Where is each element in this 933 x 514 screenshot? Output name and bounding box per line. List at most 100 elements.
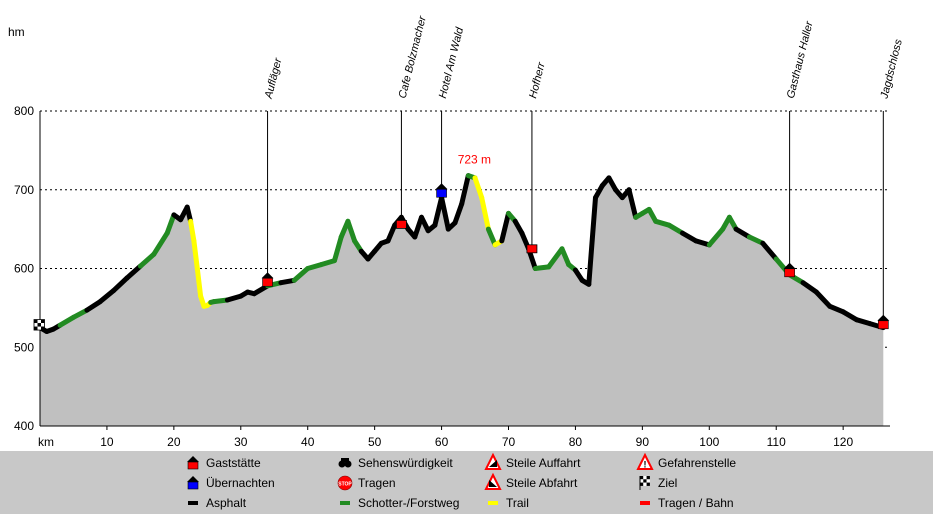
profile-segment (733, 226, 752, 240)
flag-square (34, 326, 38, 331)
axis-layer: 10 20 30 40 50 60 70 80 90 100 110 120 (39, 111, 890, 449)
gaststaette-marker (783, 262, 796, 278)
uebernachten-icon-body (187, 481, 199, 490)
binoculars-lens (344, 460, 352, 468)
carry-rail-line-icon (640, 501, 650, 505)
x-tick-label: 20 (167, 435, 181, 449)
flag-square (643, 476, 647, 480)
gaststaette-marker (877, 314, 890, 330)
profile-segment (291, 266, 311, 283)
legend-label: Trail (506, 496, 529, 510)
legend-label: Sehenswürdigkeit (358, 456, 453, 470)
profile-segment (97, 288, 117, 305)
profile-segment (499, 210, 511, 244)
profile-segment (137, 251, 157, 269)
legend-label: Übernachten (206, 476, 275, 490)
flag-square (37, 319, 41, 324)
flag-square (37, 323, 41, 327)
profile-segment (680, 230, 699, 244)
marker-body (436, 188, 447, 198)
profile-segment (194, 266, 204, 299)
x-tick-label: 50 (368, 435, 382, 449)
flag-square (646, 479, 650, 483)
profile-segment (251, 283, 271, 297)
legend: Gaststätte Sehenswürdigkeit Steile Auffahr… (187, 452, 736, 510)
profile-segment (439, 195, 451, 232)
legend-item: Gaststätte (187, 456, 261, 470)
profile-segment (813, 289, 833, 309)
stop-icon-text: STOP (338, 482, 352, 488)
profile-segment (71, 307, 90, 320)
profile-segment (459, 173, 471, 207)
x-tick-label: 80 (569, 435, 583, 449)
legend-label: Ziel (658, 476, 677, 490)
asphalt-line-icon (188, 501, 198, 505)
gaststaette-icon-body (187, 461, 199, 470)
profile-segment (706, 226, 726, 248)
y-tick-label: 800 (14, 104, 34, 118)
profile-segment (332, 234, 344, 264)
x-tick-label: 60 (435, 435, 449, 449)
x-tick-label: 110 (767, 435, 786, 449)
stop-icon (337, 475, 353, 491)
marker-body (262, 277, 273, 287)
gaststaette-marker (261, 272, 274, 287)
legend-label: Gefahrenstelle (658, 456, 736, 470)
flag-square (640, 479, 644, 483)
danger-icon (636, 452, 654, 470)
gravel-line-icon (340, 501, 350, 505)
profile-segment (586, 195, 598, 287)
legend-label: Tragen / Bahn (658, 496, 734, 510)
legend-label: Tragen (358, 476, 396, 490)
marker-body (784, 268, 795, 278)
flag-square (646, 482, 650, 486)
carry-rail-marker (526, 244, 538, 254)
marker-roof (261, 272, 274, 279)
legend-item: Asphalt (188, 496, 247, 510)
flag-square (37, 326, 41, 331)
y-tick-label: 700 (14, 183, 34, 197)
y-tick-label: 400 (14, 419, 34, 433)
marker-roof (877, 314, 890, 321)
profile-segment (84, 299, 103, 313)
profile-segment (385, 222, 398, 244)
x-tick-label: 30 (234, 435, 248, 449)
profile-segment (666, 222, 685, 236)
legend-item: Trail (488, 496, 529, 510)
flag-square (646, 476, 650, 480)
profile-segment (559, 246, 572, 268)
profile-segment (57, 314, 76, 328)
profile-segment (840, 309, 859, 323)
flag-square (643, 479, 647, 483)
profile-segment (800, 280, 819, 295)
binoculars-icon (338, 460, 346, 468)
flag-square (41, 319, 45, 324)
profile-segment (191, 238, 200, 271)
x-tick-label: 70 (502, 435, 516, 449)
legend-label: Steile Auffahrt (506, 456, 581, 470)
gaststaette-icon (187, 456, 199, 462)
profile-segment (472, 175, 485, 201)
marker-roof (435, 183, 448, 190)
y-tick-label: 500 (14, 340, 34, 354)
steep-down-slope (489, 480, 497, 487)
carry-rail-marker (396, 219, 407, 229)
flag-square (643, 482, 647, 486)
marker-roof (783, 262, 796, 269)
legend-item: Steile Abfahrt (484, 472, 578, 490)
legend-item: ! Gefahrenstelle (636, 452, 736, 470)
x-tick-label: 100 (699, 435, 719, 449)
profile-segment (546, 246, 565, 270)
profile-segment (164, 212, 177, 236)
flag-square (41, 323, 45, 327)
legend-item: Tragen / Bahn (640, 496, 734, 510)
legend-label: Schotter-/Forstweg (358, 496, 459, 510)
steep-up-slope (489, 460, 497, 467)
binoculars-bridge (341, 458, 349, 462)
profile-segment (760, 240, 779, 262)
legend-item: Ziel (639, 476, 677, 490)
x-tick-label: 120 (833, 435, 853, 449)
legend-label: Steile Abfahrt (506, 476, 578, 490)
profile-line-layer (37, 173, 886, 334)
uebernachten-marker (435, 183, 448, 198)
